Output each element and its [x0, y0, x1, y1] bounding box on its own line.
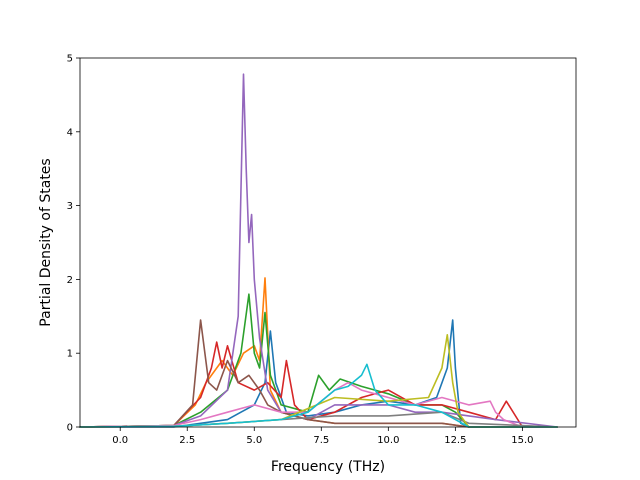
series-line-5 [79, 73, 559, 428]
x-tick-label: 2.5 [179, 435, 195, 446]
y-axis-label: Partial Density of States [38, 158, 54, 326]
plot-frame [79, 57, 577, 428]
series-line-3 [79, 293, 559, 428]
y-tick-label: 2 [67, 275, 73, 286]
series-layer [79, 73, 559, 428]
x-tick-label: 12.5 [444, 435, 466, 446]
y-tick-label: 4 [67, 127, 73, 138]
y-tick-label: 1 [67, 349, 73, 360]
y-tick-label: 5 [67, 54, 73, 65]
x-tick-label: 7.5 [313, 435, 329, 446]
series-line-1 [79, 319, 559, 428]
x-tick-label: 15.0 [511, 435, 533, 446]
x-tick-label: 0.0 [112, 435, 128, 446]
series-line-4 [79, 341, 559, 428]
y-tick-label: 3 [67, 201, 73, 212]
series-line-6 [79, 319, 559, 428]
series-line-10 [79, 363, 559, 428]
y-tick-label: 0 [67, 423, 73, 434]
tick-layer: 0.0 2.5 5.0 7.5 10.0 12.5 15.0 0 1 2 3 4 5 [67, 54, 534, 447]
x-tick-label: 10.0 [377, 435, 399, 446]
x-tick-label: 5.0 [246, 435, 262, 446]
series-line-7 [79, 381, 559, 428]
x-axis-label: Frequency (THz) [271, 459, 385, 475]
